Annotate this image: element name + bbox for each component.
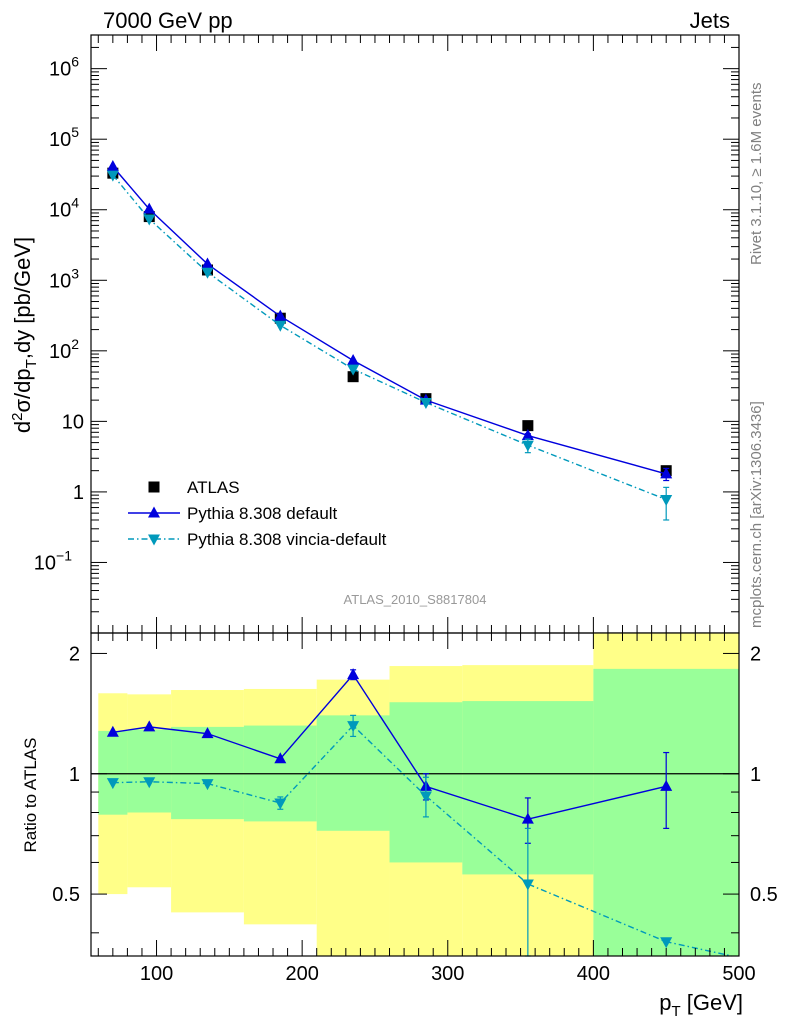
- data-point: [106, 160, 119, 172]
- rivet-version-label: Rivet 3.1.10, ≥ 1.6M events: [748, 83, 765, 266]
- data-point: [660, 495, 673, 507]
- ratio-point: [143, 720, 156, 732]
- legend: ATLAS Pythia 8.308 default Pythia 8.308 vi…: [128, 478, 387, 549]
- uncertainty-band-inner: [98, 730, 128, 815]
- data-point: [347, 364, 360, 376]
- y-tick-label: 105: [49, 124, 79, 151]
- legend-label: ATLAS: [187, 478, 240, 497]
- x-tick-label: 500: [722, 963, 755, 985]
- series-0: [107, 167, 672, 477]
- data-point: [521, 429, 534, 441]
- header-right: Jets: [690, 8, 730, 33]
- data-point: [347, 371, 359, 383]
- ratio-plot-content: [91, 633, 739, 957]
- ratio-panel: 0.5 0.5 1 1 2 2 100 200 300 400 500 Ratio to ATLAS…: [21, 632, 778, 1020]
- ratio-y-tick-label: 0.5: [52, 884, 80, 906]
- data-point: [522, 420, 534, 432]
- ratio-series-1: [106, 714, 732, 957]
- series-1: [106, 160, 673, 482]
- ratio-series-line: [112, 724, 732, 957]
- ratio-y-axis-label: Ratio to ATLAS: [21, 738, 40, 853]
- ratio-point: [660, 779, 673, 791]
- header-left: 7000 GeV pp: [103, 8, 233, 33]
- ratio-point: [521, 812, 534, 824]
- ratio-point: [274, 798, 287, 810]
- y-tick-label: 104: [49, 195, 79, 222]
- data-point: [347, 353, 360, 365]
- ratio-y-tick-label-right: 0.5: [750, 884, 778, 906]
- main-plot-content: [106, 160, 673, 521]
- ratio-point: [143, 777, 156, 789]
- data-point: [274, 320, 287, 332]
- ratio-series-0: [106, 668, 673, 844]
- series-2: [106, 170, 673, 521]
- x-tick-label: 300: [431, 963, 464, 985]
- legend-marker: [148, 481, 160, 493]
- mcplots-label: mcplots.cern.ch [arXiv:1306.3436]: [748, 401, 765, 628]
- y-tick-label: 106: [49, 54, 79, 81]
- series-line: [112, 174, 667, 501]
- ratio-y-tick-label: 1: [69, 764, 80, 786]
- ratio-axes: 0.5 0.5 1 1 2 2 100 200 300 400 500: [52, 633, 778, 985]
- data-point: [201, 257, 214, 269]
- y-tick-label: 103: [49, 265, 79, 292]
- data-point: [143, 202, 156, 214]
- main-y-axis-label: d2σ/dpT,dy [pb/GeV]: [9, 237, 40, 433]
- x-tick-label: 400: [577, 963, 610, 985]
- ratio-panel-frame: [90, 632, 740, 957]
- legend-marker: [148, 506, 160, 518]
- ratio-y-tick-label: 2: [69, 643, 80, 665]
- x-tick-label: 100: [140, 963, 173, 985]
- ratio-y-tick-label-right: 2: [750, 643, 761, 665]
- series-line: [112, 166, 667, 475]
- data-point: [201, 267, 214, 279]
- ratio-point: [660, 937, 673, 949]
- uncertainty-band-inner: [127, 729, 172, 813]
- data-point: [274, 309, 287, 321]
- legend-marker: [148, 534, 160, 546]
- ratio-point: [201, 779, 214, 791]
- ratio-point: [201, 727, 214, 739]
- x-axis-label: pT [GeV]: [659, 990, 743, 1020]
- ratio-point: [347, 721, 360, 733]
- ratio-point: [347, 668, 360, 680]
- ratio-point: [521, 879, 534, 891]
- data-point: [106, 170, 119, 182]
- y-tick-label: 1: [73, 482, 84, 504]
- ratio-series-line: [112, 673, 667, 820]
- analysis-label: ATLAS_2010_S8817804: [344, 592, 487, 607]
- y-tick-label: 10−1: [34, 547, 72, 574]
- uncertainty-band-inner: [171, 726, 244, 820]
- ratio-point: [419, 791, 432, 803]
- ratio-point: [106, 778, 119, 790]
- data-point: [660, 467, 673, 479]
- ratio-point: [274, 752, 287, 764]
- legend-label: Pythia 8.308 vincia-default: [187, 530, 387, 549]
- y-tick-label: 10: [62, 411, 84, 433]
- data-point: [419, 398, 432, 410]
- legend-label: Pythia 8.308 default: [187, 504, 338, 523]
- data-point: [143, 214, 156, 226]
- y-tick-label: 102: [49, 336, 79, 363]
- data-point: [521, 440, 534, 452]
- x-tick-label: 200: [285, 963, 318, 985]
- ratio-point: [106, 725, 119, 737]
- ratio-y-tick-label-right: 1: [750, 764, 761, 786]
